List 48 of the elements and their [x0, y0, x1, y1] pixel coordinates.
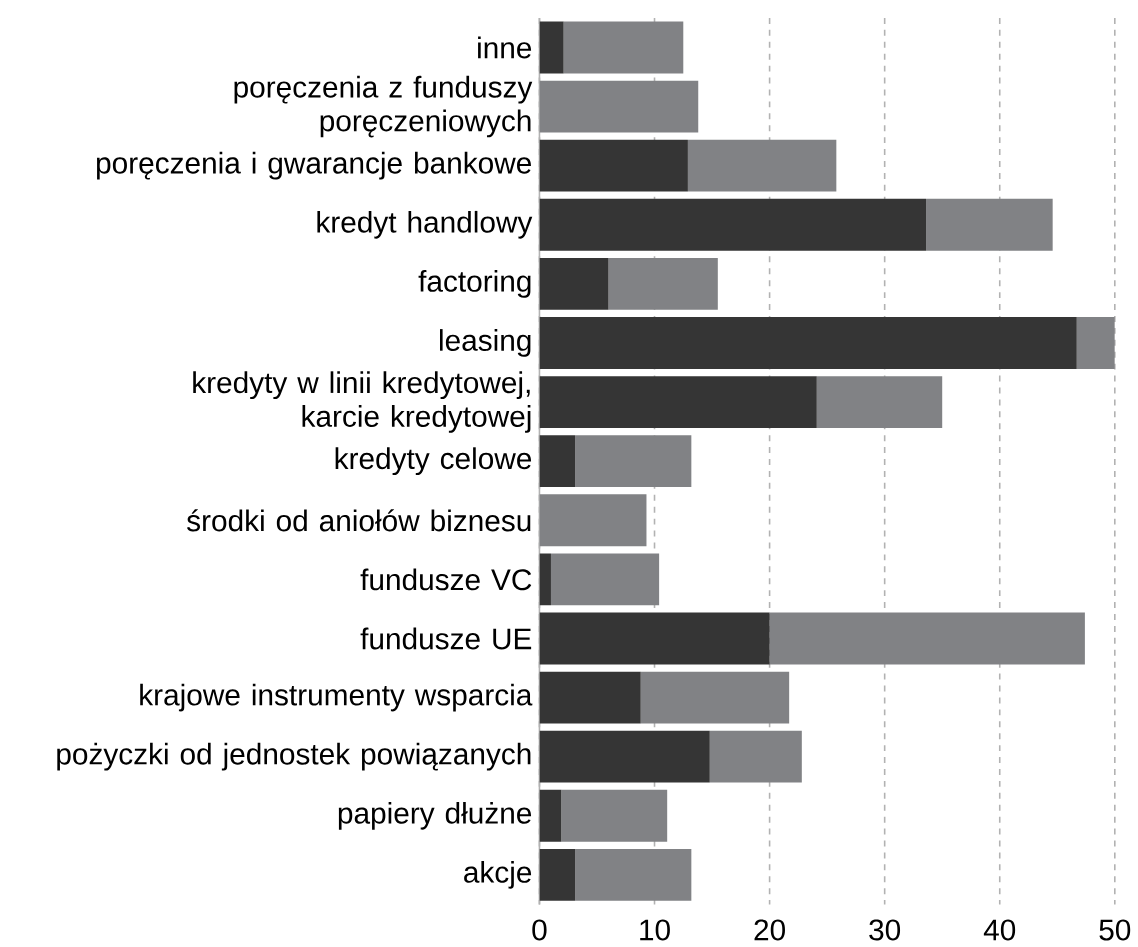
- bar: [550, 553, 660, 606]
- y-tick-label: akcje: [464, 860, 532, 889]
- bar: [709, 730, 802, 783]
- bar: [539, 848, 576, 901]
- y-tick-label: pożyczki od jednostek powiązanych: [57, 742, 531, 771]
- bar: [539, 376, 817, 428]
- bar: [816, 376, 943, 428]
- bar: [769, 612, 1085, 665]
- bar: [575, 848, 692, 901]
- y-tick-label: leasing: [439, 329, 531, 357]
- x-tick-label: 50: [1099, 919, 1131, 941]
- y-tick-label: poręczenia z funduszy poręczeniowych: [234, 75, 533, 138]
- bar: [539, 198, 927, 251]
- bar: [539, 612, 770, 665]
- y-tick-label: factoring: [418, 269, 531, 298]
- y-tick-label: poręczenia i gwarancje bankowe: [97, 151, 531, 180]
- bar: [926, 198, 1053, 251]
- bar: [539, 435, 576, 488]
- y-tick-label: fundusze UE: [360, 627, 532, 650]
- bar: [539, 139, 688, 192]
- y-tick-label: inne: [478, 36, 532, 59]
- x-tick-label: 40: [983, 919, 1016, 941]
- bar: [575, 435, 692, 488]
- x-tick-label: 0: [532, 919, 547, 941]
- bar: [539, 80, 699, 133]
- bar: [539, 730, 710, 783]
- bar: [563, 21, 684, 74]
- x-tick-label: 20: [754, 919, 785, 941]
- y-tick-label: papiery dłużne: [338, 801, 532, 830]
- y-tick-label: kredyt handlowy: [317, 210, 533, 239]
- y-tick-label: fundusze VC: [360, 568, 532, 591]
- bar: [539, 21, 564, 74]
- bar: [539, 789, 562, 842]
- bar: [539, 317, 1077, 369]
- bar: [608, 257, 718, 310]
- y-tick-label: krajowe instrumenty wsparcia: [140, 683, 533, 712]
- bar: [561, 789, 668, 842]
- bar: [539, 553, 551, 606]
- bar: [539, 671, 641, 724]
- x-tick-label: 10: [640, 919, 670, 941]
- bar: [1076, 317, 1115, 369]
- bar: [640, 671, 790, 724]
- x-tick-label: 30: [869, 919, 901, 941]
- bar: [539, 494, 647, 547]
- y-tick-label: środki od aniołów biznesu: [187, 509, 531, 532]
- bar: [687, 139, 837, 192]
- y-tick-label: kredyty celowe: [335, 447, 532, 475]
- bar: [539, 257, 609, 310]
